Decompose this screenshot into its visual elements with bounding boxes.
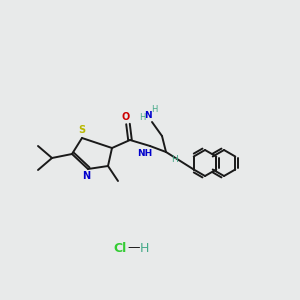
Text: H: H <box>139 113 145 122</box>
Text: H: H <box>171 154 177 164</box>
Text: S: S <box>78 125 85 135</box>
Text: N: N <box>144 110 152 119</box>
Text: H: H <box>151 106 157 115</box>
Text: —: — <box>128 242 140 254</box>
Text: O: O <box>122 112 130 122</box>
Text: Cl: Cl <box>113 242 127 254</box>
Text: N: N <box>82 171 90 181</box>
Text: NH: NH <box>137 149 153 158</box>
Text: H: H <box>139 242 149 254</box>
